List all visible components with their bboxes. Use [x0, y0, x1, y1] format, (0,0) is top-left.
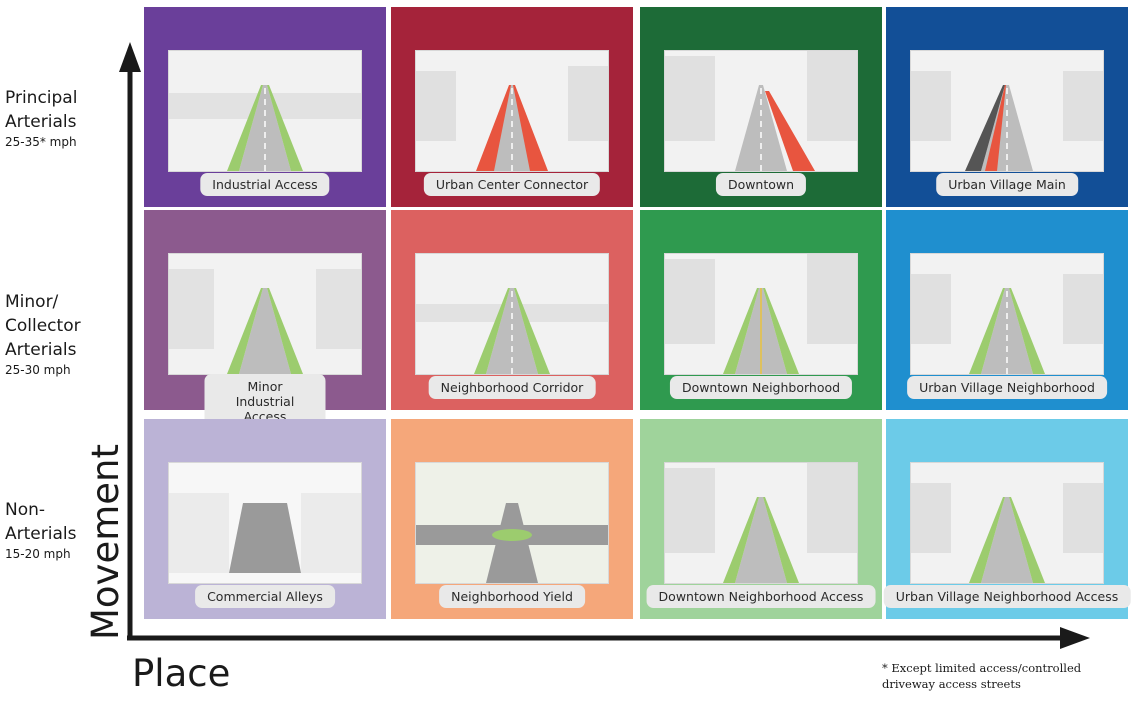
row-title: Non- Arterials — [5, 500, 77, 544]
street-illustration-image — [910, 462, 1104, 584]
street-illustration-image — [664, 462, 858, 584]
street-illustration-image — [910, 253, 1104, 375]
row-speed: 25-30 mph — [5, 363, 71, 377]
row-label-principal-arterials: Principal Arterials 25-35* mph — [5, 86, 125, 150]
row-title: Principal Arterials — [5, 88, 78, 132]
cell-commercial-alleys[interactable]: Commercial Alleys — [144, 419, 386, 619]
cell-urban-village-neighborhood[interactable]: Urban Village Neighborhood — [886, 210, 1128, 410]
street-illustration-image — [168, 50, 362, 172]
footnote: * Except limited access/controlled drive… — [882, 661, 1082, 691]
street-type-label: Neighborhood Yield — [439, 585, 585, 608]
street-type-label: Downtown Neighborhood Access — [646, 585, 876, 608]
axis-label-movement: Movement — [84, 444, 127, 640]
row-speed: 15-20 mph — [5, 547, 71, 561]
street-type-label: Downtown — [715, 173, 807, 196]
cell-downtown-neighborhood-access[interactable]: Downtown Neighborhood Access — [640, 419, 882, 619]
street-type-label: Urban Center Connector — [423, 173, 601, 196]
street-illustration-image — [415, 462, 609, 584]
street-illustration-image — [168, 462, 362, 584]
street-type-label: Urban Village Neighborhood — [907, 376, 1107, 399]
street-illustration-image — [415, 253, 609, 375]
cell-downtown-neighborhood[interactable]: Downtown Neighborhood — [640, 210, 882, 410]
cell-neighborhood-yield[interactable]: Neighborhood Yield — [391, 419, 633, 619]
street-type-label: Urban Village Main — [936, 173, 1078, 196]
row-title: Minor/ Collector Arterials — [5, 292, 81, 360]
row-label-minor-collector-arterials: Minor/ Collector Arterials 25-30 mph — [5, 290, 125, 378]
cell-industrial-access[interactable]: Industrial Access — [144, 7, 386, 207]
cell-minor-industrial-access[interactable]: Minor Industrial Access (non-arterials i… — [144, 210, 386, 459]
street-type-label: Downtown Neighborhood — [669, 376, 853, 399]
street-illustration-image — [910, 50, 1104, 172]
cell-downtown[interactable]: Downtown — [640, 7, 882, 207]
cell-neighborhood-corridor[interactable]: Neighborhood Corridor — [391, 210, 633, 410]
street-type-label: Urban Village Neighborhood Access — [883, 585, 1131, 608]
street-illustration-image — [664, 253, 858, 375]
cell-urban-village-neighborhood-access[interactable]: Urban Village Neighborhood Access — [883, 419, 1131, 619]
street-illustration-image — [664, 50, 858, 172]
street-type-label: Commercial Alleys — [195, 585, 335, 608]
street-illustration-image — [168, 253, 362, 375]
cell-urban-center-connector[interactable]: Urban Center Connector — [391, 7, 633, 207]
street-type-label: Neighborhood Corridor — [428, 376, 596, 399]
axis-label-place: Place — [132, 652, 231, 695]
row-label-non-arterials: Non- Arterials 15-20 mph — [5, 498, 125, 562]
street-illustration-image — [415, 50, 609, 172]
row-speed: 25-35* mph — [5, 135, 77, 149]
cell-urban-village-main[interactable]: Urban Village Main — [886, 7, 1128, 207]
street-type-label: Industrial Access — [200, 173, 330, 196]
